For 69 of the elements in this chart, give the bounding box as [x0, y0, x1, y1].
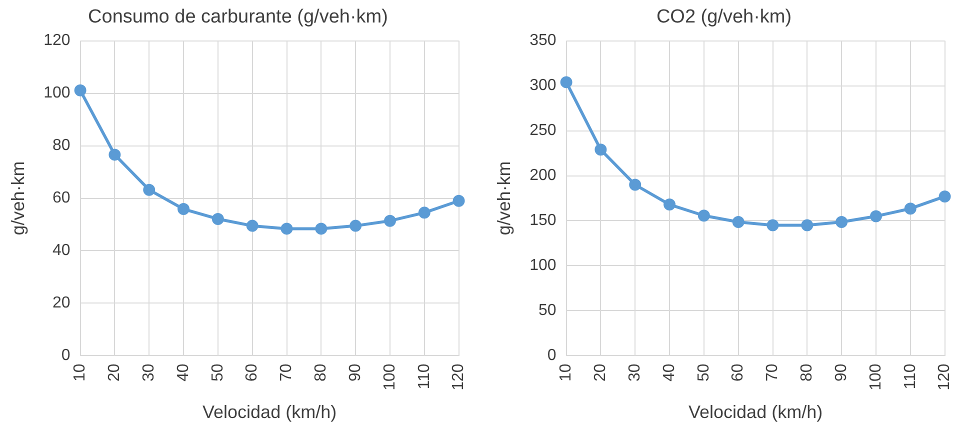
- x-tick-label: 80: [312, 364, 330, 382]
- point: [178, 203, 190, 216]
- point: [938, 190, 951, 202]
- x-tick-label: 70: [278, 364, 296, 382]
- y-tick-label: 200: [530, 167, 556, 184]
- point: [836, 216, 848, 228]
- point: [384, 214, 396, 227]
- point: [766, 219, 779, 232]
- point: [629, 178, 642, 191]
- y-tick-label: 100: [44, 84, 70, 102]
- x-tick-label: 90: [346, 364, 364, 382]
- point: [664, 198, 676, 211]
- point: [594, 144, 607, 156]
- x-tick-label: 20: [106, 364, 124, 382]
- point: [350, 220, 362, 232]
- x-tick-label: 70: [764, 364, 782, 382]
- x-axis-title: Velocidad (km/h): [688, 402, 823, 422]
- x-tick-label: 80: [798, 364, 816, 382]
- point: [904, 202, 916, 215]
- point: [870, 210, 882, 222]
- y-tick-label: 350: [530, 32, 556, 50]
- point: [452, 194, 465, 207]
- y-tick-label: 100: [530, 257, 556, 274]
- point: [801, 219, 814, 232]
- point: [74, 84, 86, 96]
- y-tick-label: 300: [530, 77, 556, 94]
- point: [143, 184, 156, 196]
- point: [212, 212, 224, 225]
- x-tick-label: 50: [695, 364, 712, 382]
- point: [315, 222, 328, 235]
- y-tick-label: 250: [530, 122, 556, 140]
- point: [108, 148, 121, 161]
- x-tick-label: 10: [558, 364, 575, 382]
- x-tick-label: 30: [140, 364, 158, 382]
- point: [732, 216, 744, 228]
- x-axis-title: Velocidad (km/h): [202, 402, 337, 422]
- point: [698, 210, 710, 222]
- y-tick-label: 80: [52, 137, 70, 154]
- x-tick-label: 120: [936, 364, 954, 390]
- y-tick-label: 0: [547, 347, 556, 364]
- point: [280, 222, 293, 235]
- x-tick-label: 50: [209, 364, 226, 382]
- x-tick-label: 40: [660, 364, 678, 382]
- point: [418, 206, 430, 219]
- y-tick-label: 20: [52, 294, 70, 312]
- x-tick-label: 110: [902, 364, 919, 390]
- y-tick-label: 0: [61, 347, 70, 364]
- x-tick-label: 60: [244, 364, 261, 382]
- y-axis-title: g/veh·km: [494, 161, 514, 236]
- y-tick-label: 120: [44, 32, 70, 50]
- x-tick-label: 10: [72, 364, 89, 382]
- x-tick-label: 30: [626, 364, 644, 382]
- y-tick-label: 150: [530, 212, 556, 230]
- x-tick-label: 40: [174, 364, 192, 382]
- x-tick-label: 100: [381, 364, 398, 390]
- x-tick-label: 60: [730, 364, 747, 382]
- x-tick-label: 90: [832, 364, 850, 382]
- y-tick-label: 50: [538, 302, 556, 320]
- x-tick-label: 120: [450, 364, 468, 390]
- y-axis-title: g/veh·km: [8, 161, 28, 236]
- x-tick-label: 20: [592, 364, 610, 382]
- chart-title: CO2 (g/veh·km): [656, 6, 792, 28]
- x-tick-label: 100: [867, 364, 884, 390]
- point: [246, 220, 258, 232]
- x-tick-label: 110: [416, 364, 433, 390]
- y-tick-label: 60: [52, 190, 70, 207]
- chart-title: Consumo de carburante (g/veh·km): [88, 6, 388, 28]
- y-tick-label: 40: [52, 242, 70, 260]
- point: [560, 76, 572, 88]
